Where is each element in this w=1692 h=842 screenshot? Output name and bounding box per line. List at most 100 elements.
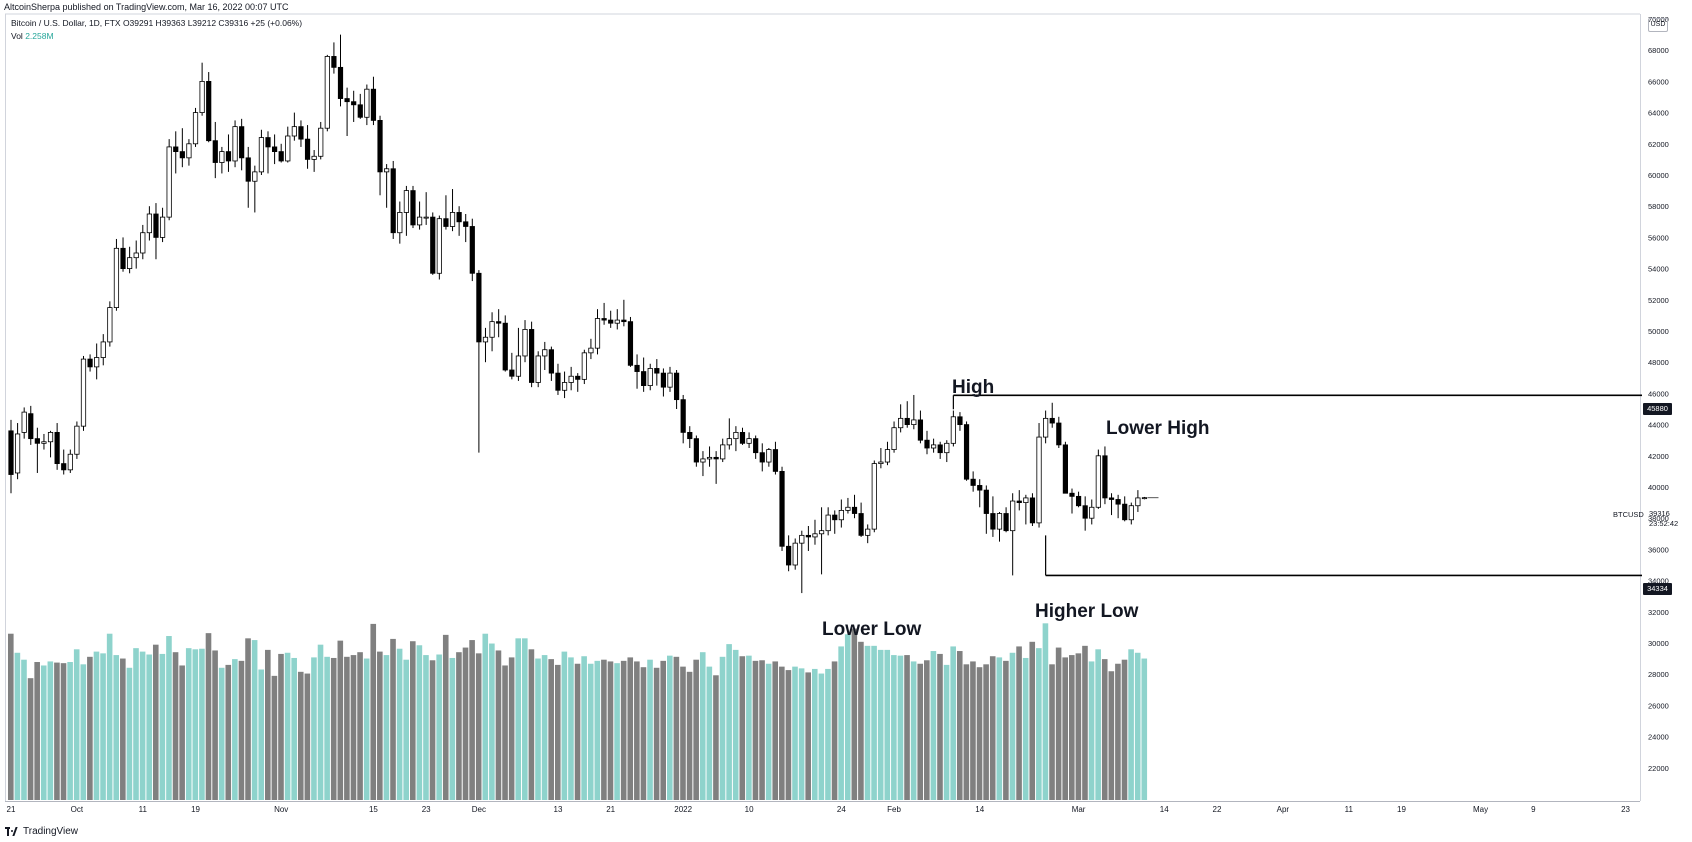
candle-body [397,212,403,234]
volume-bar [976,667,983,800]
candle-body [878,461,884,465]
volume-bar [212,650,218,800]
candle-body [726,438,732,446]
candle-body [581,352,587,380]
candle-body [1089,506,1095,519]
tradingview-logo-icon [5,827,19,836]
candle-body [265,137,271,148]
volume-bar [785,670,792,800]
volume-bar [640,667,647,800]
volume-bar [574,663,581,800]
candle-body [239,126,245,159]
volume-bar [284,652,291,800]
volume-bar [858,641,864,800]
candle-body [107,307,113,343]
volume-bar [344,656,350,800]
volume-bar [561,651,568,800]
volume-bar [825,668,831,800]
volume-bar [594,660,601,800]
candle-body [917,419,924,441]
volume-bar [8,633,14,800]
volume-bar [871,645,877,800]
volume-bar [1121,659,1128,800]
candle-body [746,438,752,444]
volume-bar [409,641,416,800]
price-badge-high: 45880 [1643,403,1672,415]
candle-body [41,441,47,444]
time-tick-label: 21 [606,805,615,814]
volume-bar [462,647,469,800]
candle-body [153,213,159,238]
price-tick-label: 42000 [1648,452,1669,461]
tradingview-brand[interactable]: TradingView [5,826,78,837]
candle-body [884,449,891,463]
candle-body [983,489,989,514]
price-tick-label: 50000 [1648,327,1669,336]
candle-body [911,419,917,426]
candle-body [140,232,146,254]
volume-bar [475,653,482,800]
volume-bar [106,633,113,800]
volume-bar [67,662,73,800]
time-tick-label: Nov [274,805,288,814]
price-tick-label: 58000 [1648,202,1669,211]
candle-body [351,101,357,106]
volume-bar [87,656,93,800]
volume-bar [1042,623,1049,800]
candle-body [258,137,265,173]
candle-body [377,120,383,173]
volume-bar [60,663,67,800]
candle-body [337,66,344,99]
volume-bar [897,655,904,800]
candle-body [133,252,139,259]
volume-bar [765,663,772,800]
volume-bar [146,654,152,800]
volume-bar [251,640,258,800]
volume-bar [568,657,574,800]
volume-bar [634,661,640,800]
currency-button[interactable]: USD [1648,18,1668,32]
volume-bar [1016,646,1022,800]
candle-body [1069,492,1075,497]
time-tick-label: 14 [1160,805,1169,814]
volume-bar [1068,655,1075,800]
candle-body [996,513,1003,530]
volume-bar [73,649,80,800]
candle-body [858,513,864,536]
volume-bar [713,675,719,800]
volume-bar [983,664,989,800]
volume-bar [449,657,456,800]
volume-bar [937,653,943,800]
volume-bar [396,648,403,800]
time-tick-label: 11 [1345,805,1354,814]
time-tick-label: Dec [472,805,486,814]
candle-body [449,212,456,227]
candle-body [766,449,772,463]
volume-bar [917,663,924,800]
volume-bar [258,669,265,800]
volume-bar [528,649,535,800]
candle-body [127,257,133,269]
time-tick-label: 13 [554,805,563,814]
volume-bar [956,651,963,800]
candle-body [291,126,297,137]
volume-bar [152,644,159,800]
candle-body [851,506,858,514]
candle-body [832,514,838,521]
volume-bar [238,660,245,800]
candle-body [594,318,601,349]
volume-bar [80,664,87,800]
volume-bar [614,663,620,800]
price-tick-label: 40000 [1648,483,1669,492]
candle-body [845,506,851,511]
candle-body [318,127,324,157]
price-tick-label: 34000 [1648,577,1669,586]
volume-bar [726,644,732,800]
volume-bar [515,638,522,800]
volume-bar [1101,659,1108,800]
volume-bar [541,655,548,800]
volume-bar [746,655,752,800]
time-tick-label: 24 [837,805,846,814]
